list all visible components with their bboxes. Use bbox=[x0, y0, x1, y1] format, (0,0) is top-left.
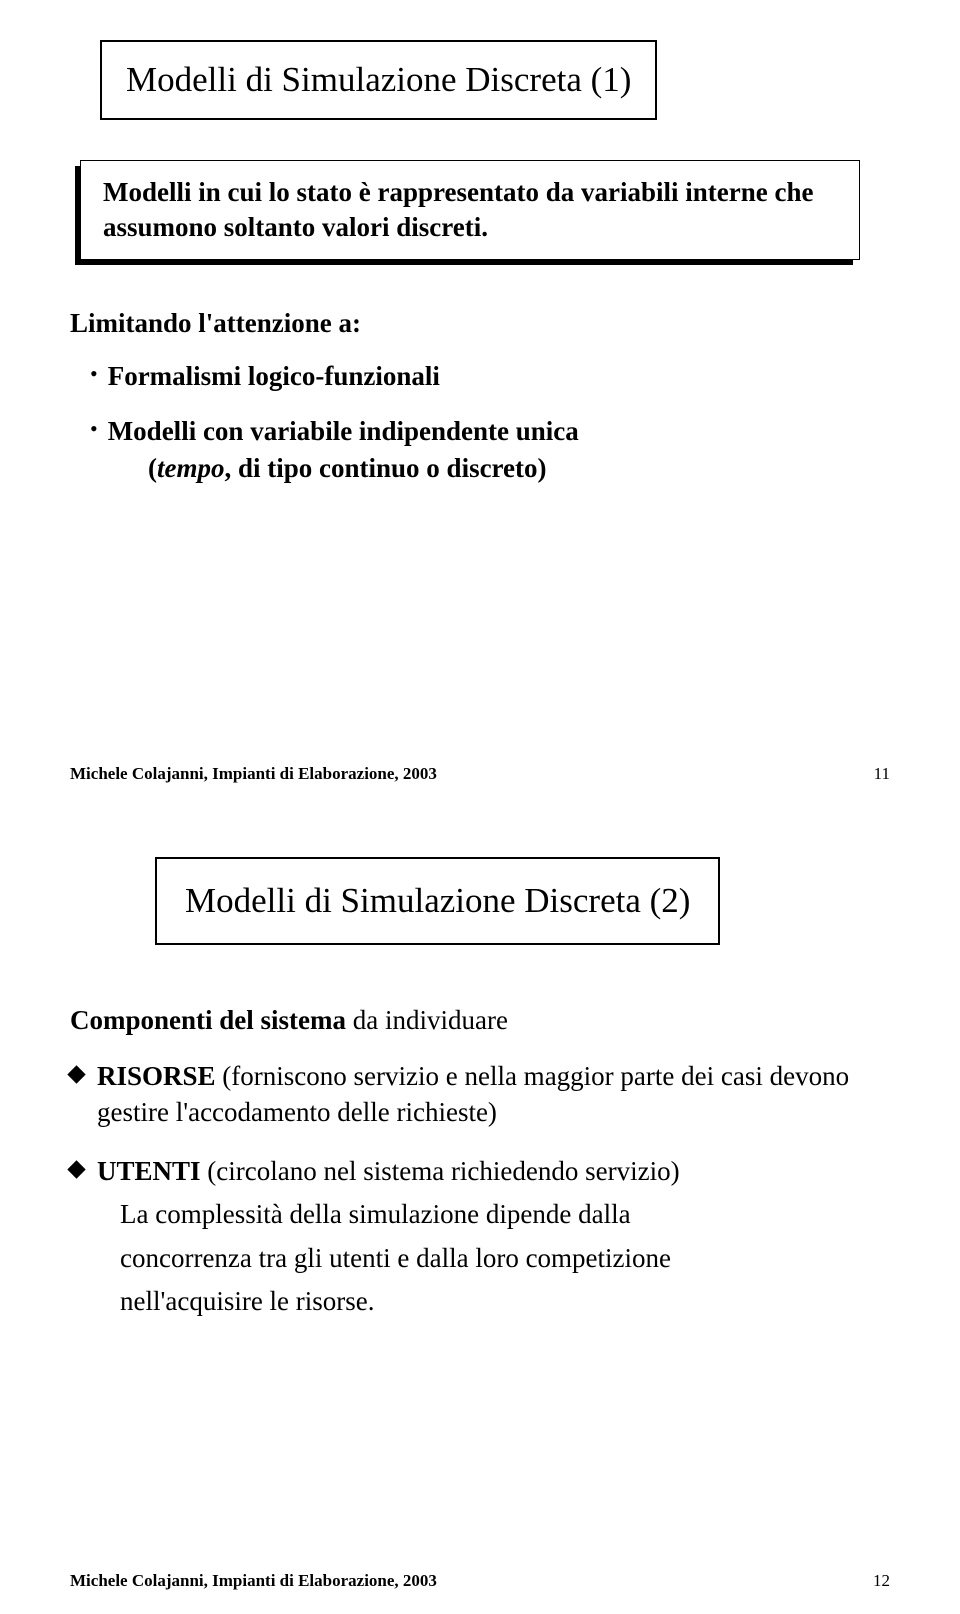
tempo-italic: tempo bbox=[157, 453, 225, 483]
section-head: Componenti del sistema da individuare bbox=[70, 1005, 890, 1036]
indent-block: La complessità della simulazione dipende… bbox=[120, 1193, 890, 1323]
title-box: Modelli di Simulazione Discreta (1) bbox=[100, 40, 657, 120]
section-head-bold: Componenti del sistema bbox=[70, 1005, 346, 1035]
indent-line-2: concorrenza tra gli utenti e dalla loro … bbox=[120, 1237, 890, 1280]
diamond-icon bbox=[67, 1160, 85, 1178]
diamond-1-text: RISORSE (forniscono servizio e nella mag… bbox=[97, 1058, 890, 1131]
diamond-2-text: UTENTI (circolano nel sistema richiedend… bbox=[97, 1153, 680, 1189]
slide-footer: Michele Colajanni, Impianti di Elaborazi… bbox=[70, 1571, 890, 1591]
slide-2: Modelli di Simulazione Discreta (2) Comp… bbox=[0, 807, 960, 1614]
callout-box: Modelli in cui lo stato è rappresentato … bbox=[80, 160, 860, 260]
section-head-rest: da individuare bbox=[346, 1005, 508, 1035]
title-box: Modelli di Simulazione Discreta (2) bbox=[155, 857, 720, 945]
diamond-icon bbox=[67, 1065, 85, 1083]
callout-shadow-bottom bbox=[75, 259, 853, 265]
footer-text: Michele Colajanni, Impianti di Elaborazi… bbox=[70, 1571, 437, 1591]
risorse-bold: RISORSE bbox=[97, 1061, 216, 1091]
footer-page: 12 bbox=[873, 1571, 890, 1591]
footer-page: 11 bbox=[874, 764, 890, 784]
paren-open: ( bbox=[148, 453, 157, 483]
bullet-dot-icon: • bbox=[90, 414, 98, 445]
bullet-dot-icon: • bbox=[90, 359, 98, 390]
diamond-item-1: RISORSE (forniscono servizio e nella mag… bbox=[70, 1058, 890, 1131]
bullet-1: • Formalismi logico-funzionali bbox=[90, 359, 890, 394]
bullet-1-text: Formalismi logico-funzionali bbox=[108, 359, 440, 394]
slide-1: Modelli di Simulazione Discreta (1) Mode… bbox=[0, 0, 960, 807]
subhead: Limitando l'attenzione a: bbox=[70, 308, 890, 339]
callout-text: Modelli in cui lo stato è rappresentato … bbox=[103, 175, 837, 245]
callout-shadow-left bbox=[75, 166, 81, 264]
utenti-rest: (circolano nel sistema richiedendo servi… bbox=[201, 1156, 680, 1186]
bullet-2: • Modelli con variabile indipendente uni… bbox=[90, 414, 890, 449]
bullet-2-text: Modelli con variabile indipendente unica bbox=[108, 414, 579, 449]
spacer bbox=[70, 1133, 890, 1153]
indent-line-1: La complessità della simulazione dipende… bbox=[120, 1193, 890, 1236]
bullet-2-subline: (tempo, di tipo continuo o discreto) bbox=[148, 453, 890, 484]
indent-line-3: nell'acquisire le risorse. bbox=[120, 1280, 890, 1323]
footer-text: Michele Colajanni, Impianti di Elaborazi… bbox=[70, 764, 437, 784]
slide-title: Modelli di Simulazione Discreta (2) bbox=[185, 881, 690, 921]
slide-title: Modelli di Simulazione Discreta (1) bbox=[126, 60, 631, 100]
utenti-bold: UTENTI bbox=[97, 1156, 201, 1186]
slide-footer: Michele Colajanni, Impianti di Elaborazi… bbox=[70, 764, 890, 784]
subline-rest: , di tipo continuo o discreto) bbox=[225, 453, 547, 483]
diamond-item-2: UTENTI (circolano nel sistema richiedend… bbox=[70, 1153, 890, 1189]
